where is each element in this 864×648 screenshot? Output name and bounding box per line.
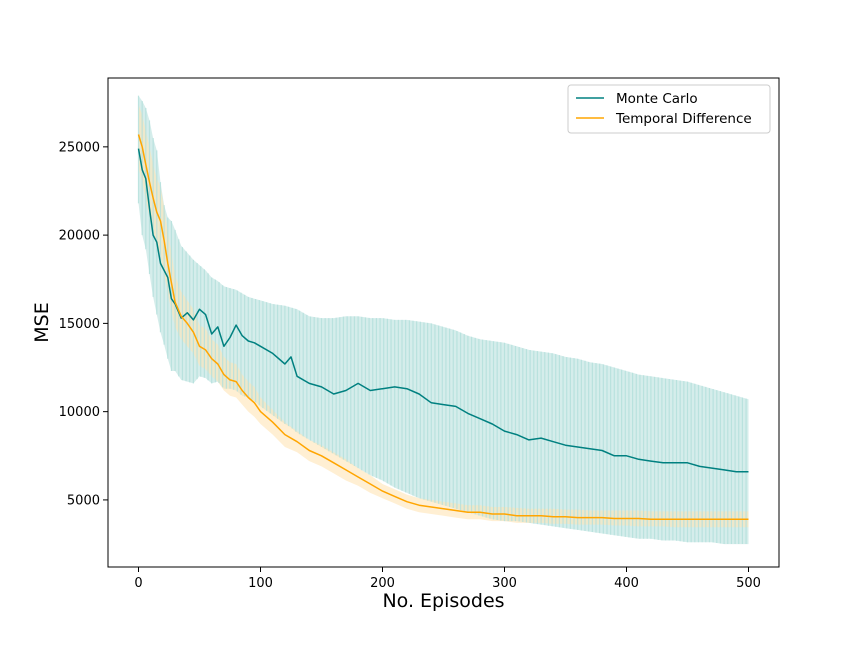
y-tick-label: 25000	[59, 140, 100, 155]
x-tick-label: 100	[248, 576, 273, 591]
x-axis: 0 100 200 300 400 500	[134, 567, 761, 591]
y-tick-label: 20000	[59, 229, 100, 244]
x-tick-label: 300	[492, 576, 517, 591]
y-tick-label: 10000	[59, 405, 100, 420]
y-tick-label: 5000	[67, 493, 100, 508]
x-tick-label: 0	[134, 576, 142, 591]
x-tick-label: 400	[614, 576, 639, 591]
legend-box	[567, 84, 771, 134]
legend-label-1: Monte Carlo	[616, 91, 698, 107]
y-axis-title: MSE	[31, 302, 53, 342]
x-axis-title: No. Episodes	[382, 590, 504, 612]
y-axis: 5000 10000 15000 20000 25000	[59, 140, 108, 508]
series-lines	[137, 134, 749, 521]
series-line-2	[137, 134, 749, 521]
legend: Monte Carlo Temporal Difference	[567, 84, 771, 134]
y-tick-label: 15000	[59, 317, 100, 332]
plot-area-frame	[107, 77, 780, 568]
x-tick-label: 500	[736, 576, 761, 591]
x-tick-label: 200	[370, 576, 395, 591]
legend-label-2: Temporal Difference	[615, 111, 752, 127]
confidence-bands	[137, 95, 749, 545]
